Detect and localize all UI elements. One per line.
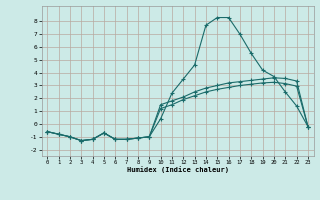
X-axis label: Humidex (Indice chaleur): Humidex (Indice chaleur) — [127, 167, 228, 173]
